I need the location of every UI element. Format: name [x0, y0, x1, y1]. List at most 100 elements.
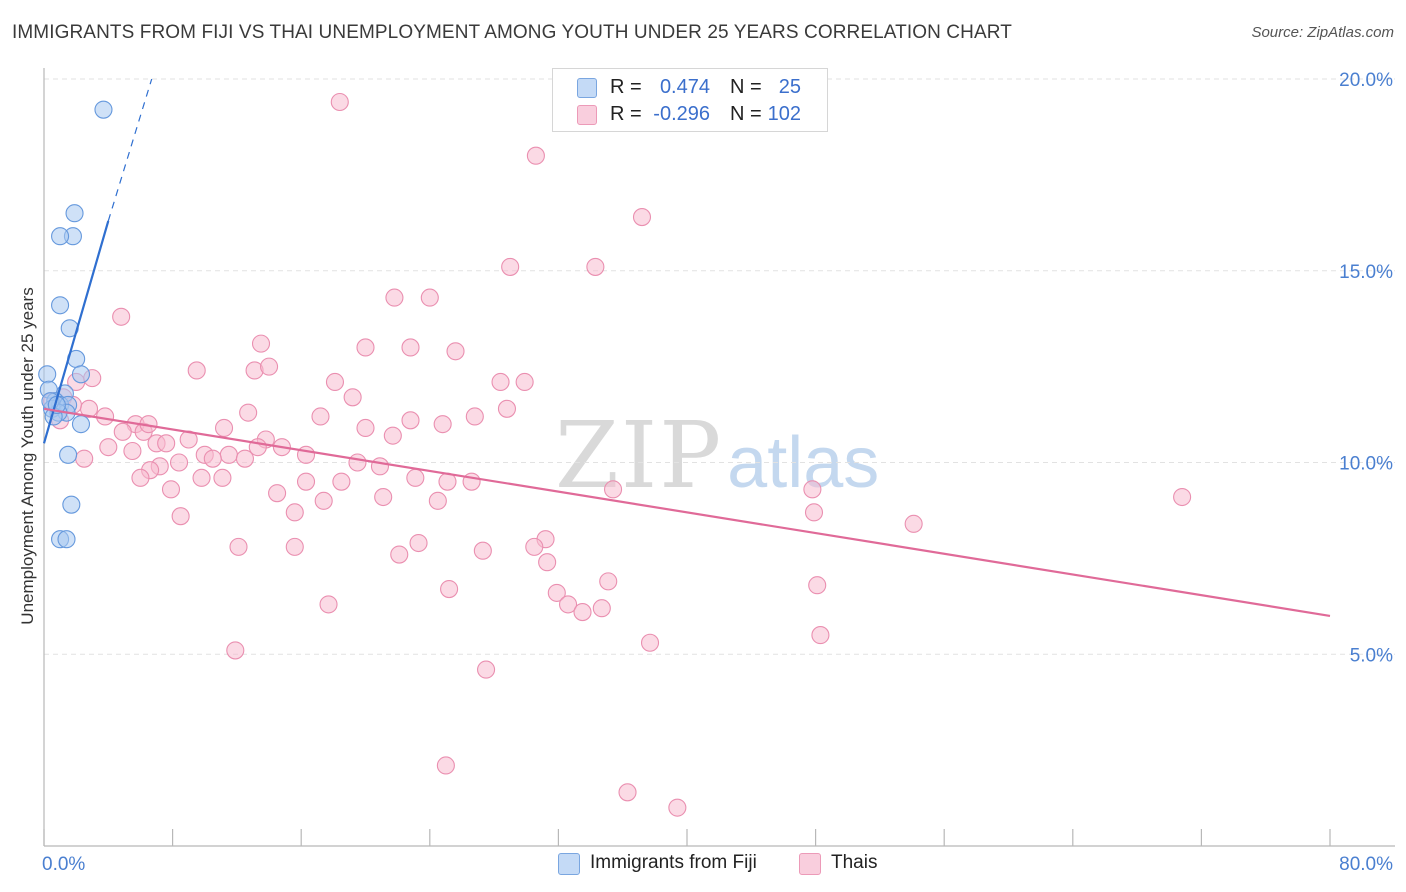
thai-point	[187, 361, 206, 380]
thai-point	[477, 660, 496, 679]
thai-point	[526, 146, 545, 165]
thai-point	[161, 480, 181, 499]
thai-point	[558, 595, 578, 614]
thai-point	[348, 453, 367, 472]
thai-point	[214, 418, 234, 438]
thai-point	[75, 449, 94, 468]
thai-point	[491, 372, 510, 392]
label-layer: 5.0% 10.0% 15.0% 20.0% 0.0% 80.0% Unemployment…	[18, 70, 1393, 875]
thai-point	[157, 434, 176, 453]
watermark: ZIPatlas	[555, 402, 879, 509]
thai-point	[904, 514, 923, 533]
thai-point	[428, 491, 447, 510]
thai-point	[599, 572, 618, 591]
thai-point	[440, 580, 459, 599]
thai-point	[618, 783, 637, 802]
fiji-legend-label: Immigrants from Fiji	[590, 852, 757, 873]
thai-point	[285, 503, 304, 522]
x-tick-label: 0.0%	[42, 854, 85, 875]
fiji-point	[38, 365, 57, 384]
fiji-point	[94, 100, 113, 119]
thai-legend-swatch	[799, 853, 821, 875]
thai-point	[226, 641, 245, 660]
thai-point	[285, 537, 304, 556]
thai-point	[99, 438, 118, 457]
thai-point	[113, 422, 132, 441]
thai-point	[370, 457, 390, 476]
thai-point	[259, 357, 279, 376]
thai-point	[473, 541, 492, 560]
fiji-point	[71, 365, 91, 384]
fiji-point	[59, 445, 78, 464]
y-tick-label: 20.0%	[1339, 70, 1393, 91]
legend-row-thai: R = -0.296 N = 102	[553, 102, 827, 128]
thai-point	[385, 288, 404, 307]
thai-point	[314, 491, 333, 510]
thai-point	[604, 480, 623, 499]
y-tick-label: 10.0%	[1339, 454, 1393, 475]
thai-point	[171, 507, 190, 526]
y-tick-label: 15.0%	[1339, 262, 1393, 283]
thai-point	[808, 576, 827, 595]
thai-point	[112, 307, 131, 326]
thai-point	[219, 445, 238, 464]
chart-title: IMMIGRANTS FROM FIJI VS THAI UNEMPLOYMEN…	[12, 22, 1012, 43]
thai-point	[538, 553, 557, 572]
y-tick-label: 5.0%	[1350, 645, 1393, 666]
legend-n-value: 102	[767, 103, 801, 125]
thai-point	[420, 288, 439, 307]
thai-point	[235, 449, 254, 468]
source-credit: Source: ZipAtlas.com	[1251, 24, 1394, 41]
thai-swatch	[577, 105, 597, 125]
legend-n-label: N =	[730, 103, 762, 125]
thai-point	[203, 449, 222, 468]
thai-point	[401, 338, 420, 357]
fiji-trend-extension	[107, 78, 153, 222]
thai-point	[497, 399, 517, 418]
fiji-point	[51, 296, 70, 315]
thai-point	[343, 388, 362, 407]
thai-point	[390, 545, 409, 564]
thai-point	[239, 403, 258, 422]
thai-point	[229, 537, 248, 556]
thai-point	[406, 468, 425, 487]
thai-point	[179, 430, 198, 449]
thai-point	[632, 208, 652, 227]
fiji-point	[57, 530, 76, 549]
thai-point	[296, 445, 316, 464]
fiji-point	[62, 495, 81, 514]
thai-point	[330, 92, 349, 112]
fiji-point	[65, 204, 84, 223]
thai-point	[123, 441, 142, 461]
thai-point	[268, 484, 287, 503]
thai-point	[96, 407, 115, 426]
thai-point	[325, 372, 345, 392]
legend-row-fiji: R = 0.474 N = 25	[553, 75, 827, 101]
thai-point	[525, 537, 544, 556]
legend-r-label: R =	[610, 76, 642, 98]
thai-point	[409, 533, 428, 553]
fiji-trend-line	[42, 220, 110, 444]
thai-point	[401, 411, 420, 430]
legend-r-value: 0.474	[659, 76, 710, 98]
thai-point	[515, 372, 534, 392]
thai-point	[586, 257, 605, 276]
x-tick-label: 80.0%	[1339, 854, 1393, 875]
thai-point	[319, 595, 338, 614]
thai-point	[296, 472, 316, 491]
thai-point	[374, 487, 393, 507]
thai-point	[192, 468, 211, 487]
thai-point	[383, 426, 402, 445]
thai-legend-label: Thais	[831, 852, 878, 873]
thai-point	[213, 468, 232, 487]
thai-point	[547, 583, 566, 602]
legend-r-value: -0.296	[653, 103, 710, 125]
fiji-point	[51, 227, 70, 246]
thai-point	[803, 480, 822, 499]
thai-point	[592, 599, 611, 618]
thai-point	[356, 338, 375, 357]
fiji-swatch	[577, 78, 597, 98]
trend-layer	[42, 78, 1331, 617]
legend-n-label: N =	[730, 76, 762, 98]
